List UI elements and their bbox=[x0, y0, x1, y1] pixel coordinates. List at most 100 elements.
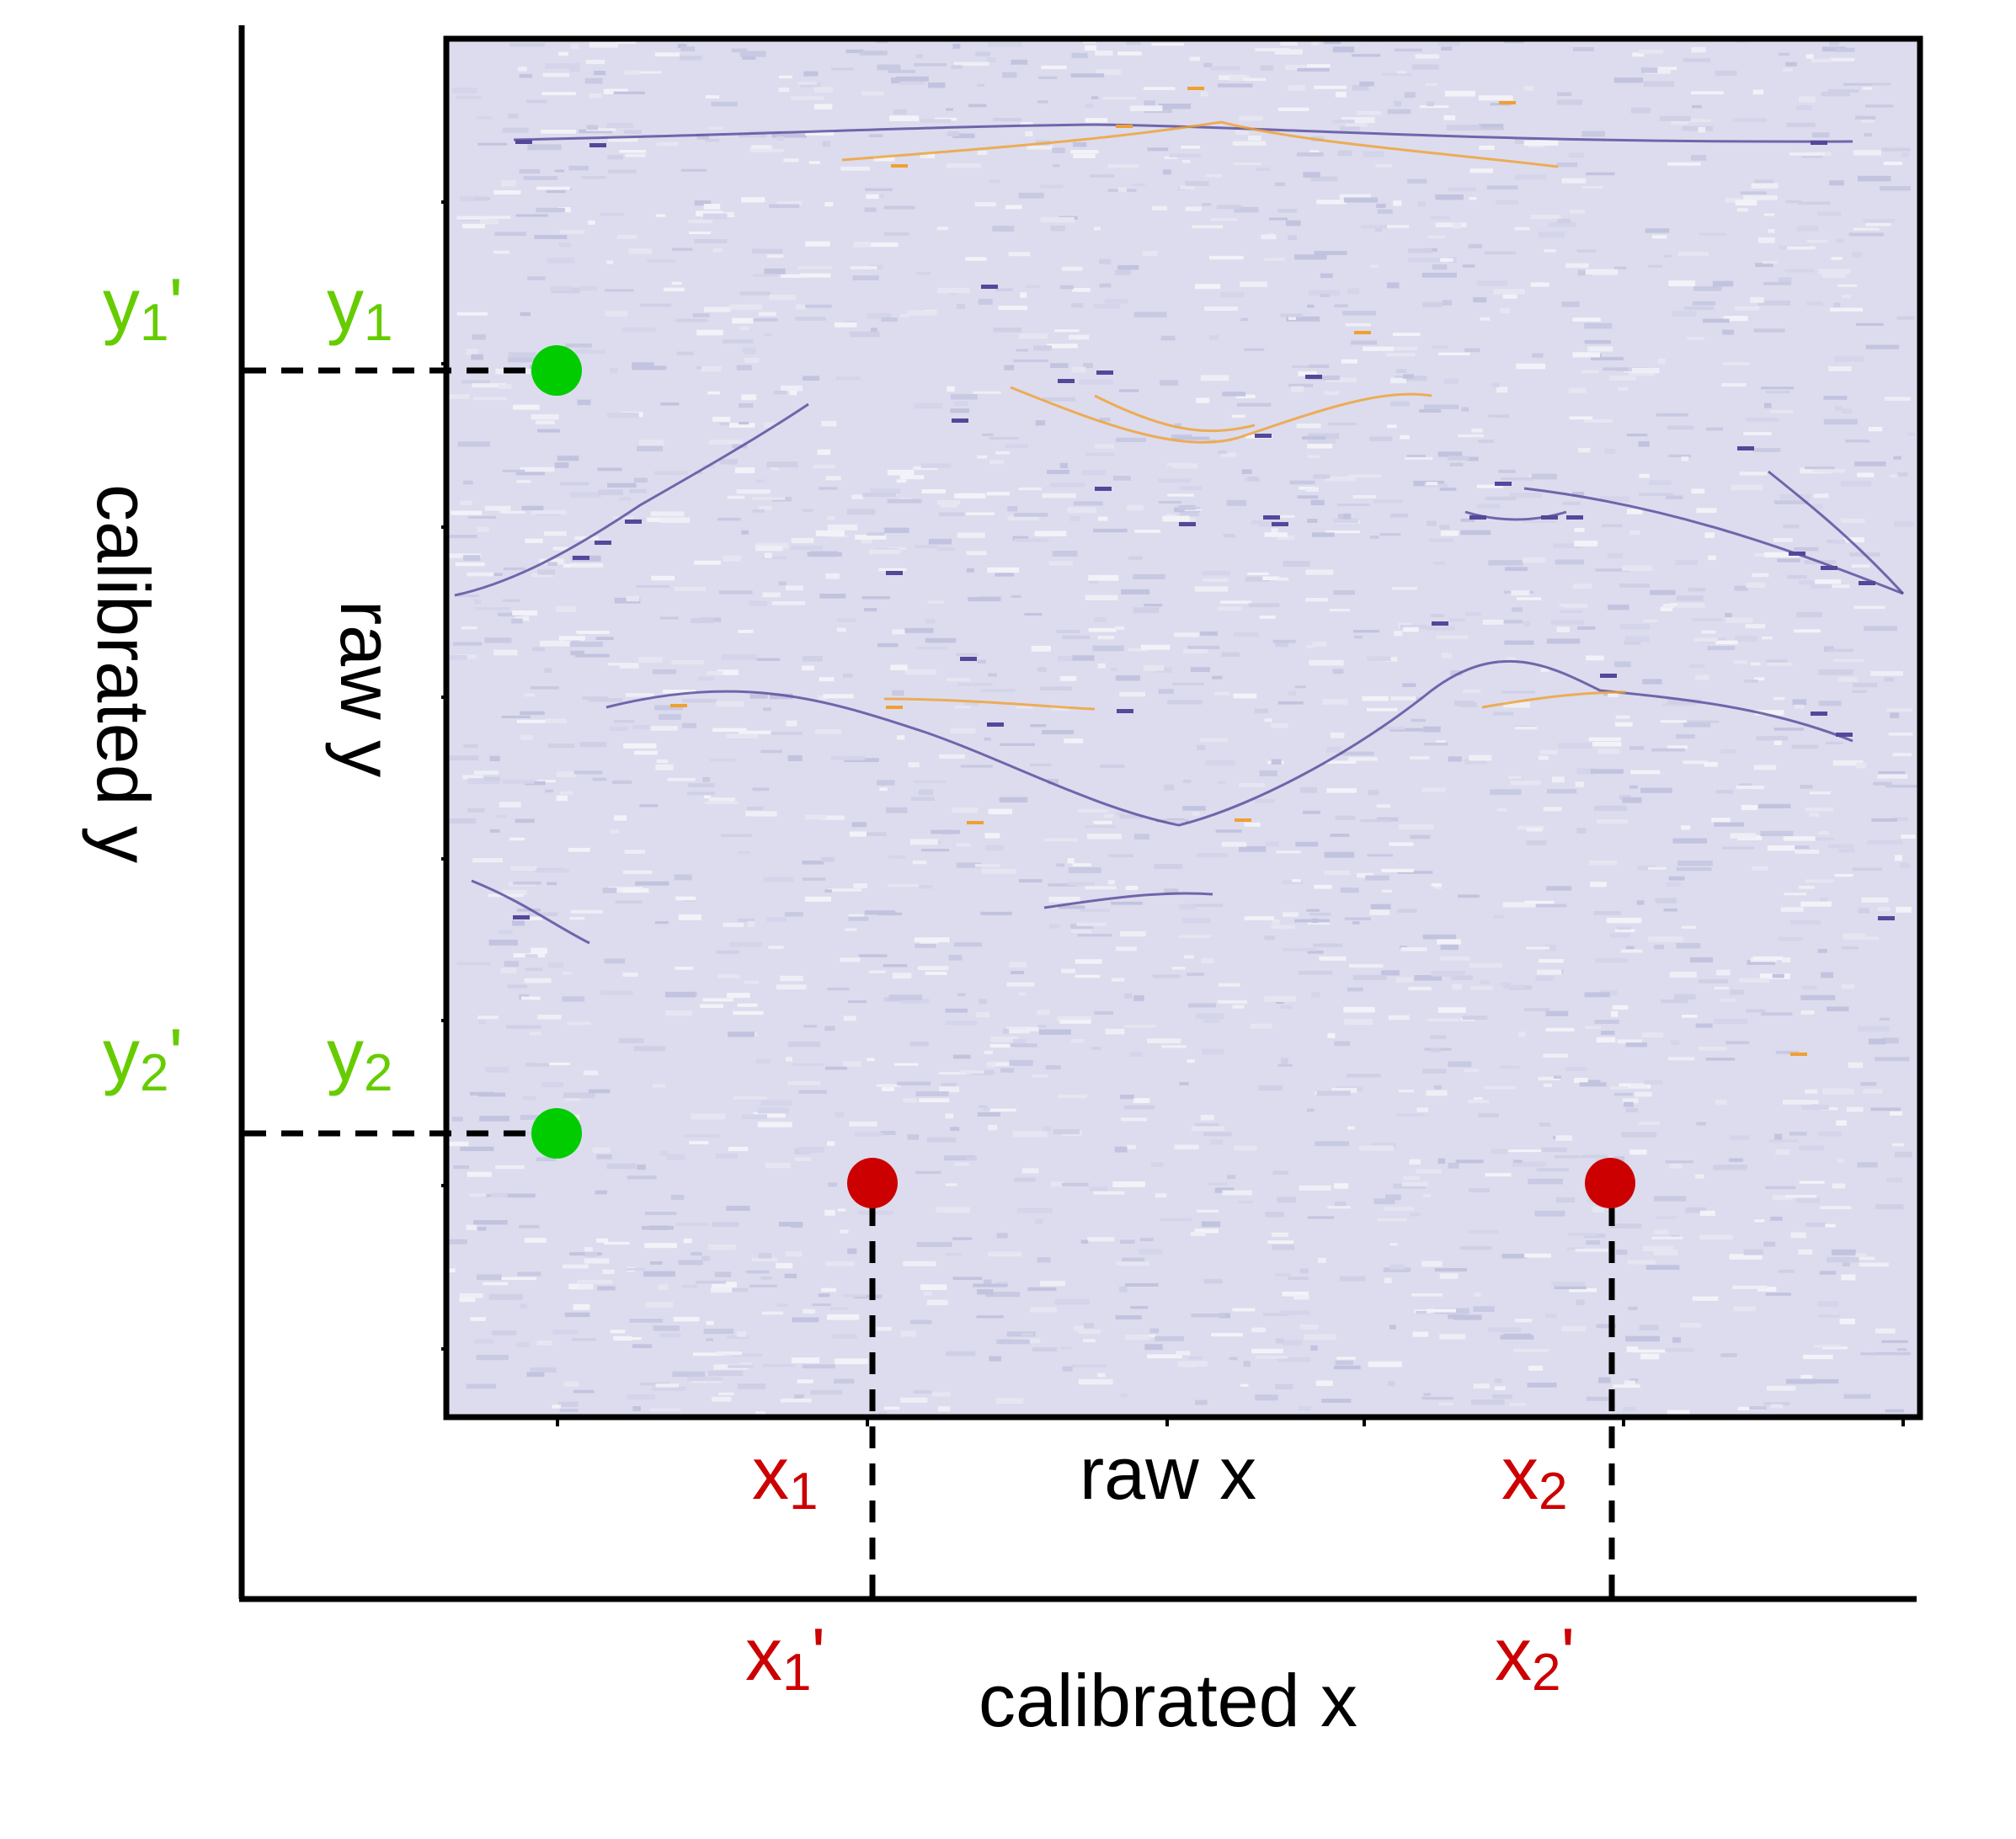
noise-speck bbox=[1526, 946, 1549, 950]
noise-speck bbox=[1446, 125, 1481, 131]
noise-speck bbox=[855, 535, 887, 540]
noise-speck bbox=[1262, 576, 1280, 580]
noise-speck bbox=[1516, 597, 1542, 600]
noise-speck bbox=[912, 861, 927, 865]
noise-speck bbox=[763, 707, 771, 712]
noise-speck bbox=[1886, 1177, 1903, 1182]
noise-speck bbox=[1030, 1307, 1057, 1313]
noise-speck bbox=[712, 248, 723, 253]
noise-speck bbox=[1124, 993, 1133, 999]
noise-speck bbox=[624, 850, 645, 854]
noise-speck bbox=[1856, 322, 1884, 326]
noise-speck bbox=[1059, 285, 1074, 290]
noise-speck bbox=[1530, 214, 1561, 220]
noise-speck bbox=[477, 1015, 499, 1020]
noise-speck bbox=[1399, 1090, 1414, 1093]
noise-speck bbox=[1437, 41, 1461, 46]
noise-speck bbox=[1648, 866, 1667, 870]
noise-speck bbox=[791, 96, 824, 100]
noise-speck bbox=[723, 922, 744, 927]
noise-speck bbox=[492, 1330, 517, 1335]
noise-speck bbox=[558, 51, 568, 56]
noise-speck bbox=[739, 730, 771, 734]
noise-speck bbox=[1833, 356, 1864, 362]
noise-speck bbox=[752, 497, 786, 500]
streak-curve bbox=[1043, 892, 1213, 909]
noise-speck bbox=[1791, 744, 1819, 749]
noise-speck bbox=[1311, 992, 1320, 998]
noise-speck bbox=[1439, 525, 1450, 530]
noise-speck bbox=[687, 792, 715, 796]
noise-speck bbox=[1388, 1015, 1410, 1021]
noise-speck bbox=[524, 693, 535, 697]
noise-speck bbox=[1272, 1245, 1295, 1250]
noise-speck bbox=[1509, 492, 1543, 498]
noise-speck bbox=[1707, 646, 1736, 651]
noise-speck bbox=[1133, 995, 1144, 1001]
noise-speck bbox=[738, 918, 755, 923]
noise-speck bbox=[1500, 1335, 1534, 1340]
noise-speck bbox=[516, 470, 546, 476]
noise-speck bbox=[664, 991, 696, 998]
noise-speck bbox=[1548, 222, 1576, 227]
noise-speck bbox=[1309, 913, 1331, 916]
noise-speck bbox=[847, 1248, 857, 1255]
noise-speck bbox=[1174, 632, 1199, 637]
noise-speck bbox=[1427, 520, 1437, 526]
noise-speck bbox=[1182, 806, 1206, 811]
noise-speck bbox=[1320, 273, 1333, 279]
noise-speck bbox=[1614, 1092, 1633, 1096]
noise-speck bbox=[1467, 456, 1479, 461]
noise-speck bbox=[900, 999, 930, 1004]
noise-speck bbox=[540, 640, 572, 647]
noise-speck bbox=[1337, 150, 1352, 157]
noise-speck bbox=[1149, 1328, 1159, 1334]
noise-speck bbox=[796, 1394, 804, 1398]
noise-speck bbox=[723, 339, 754, 344]
noise-speck bbox=[1744, 680, 1758, 683]
noise-speck bbox=[1162, 515, 1190, 522]
noise-speck bbox=[1638, 493, 1674, 496]
noise-speck bbox=[1085, 452, 1115, 456]
noise-speck bbox=[1367, 707, 1398, 712]
noise-speck bbox=[1881, 147, 1911, 152]
noise-speck bbox=[973, 391, 1001, 394]
noise-speck bbox=[739, 326, 749, 330]
noise-speck bbox=[1071, 302, 1083, 308]
noise-speck bbox=[776, 1262, 793, 1269]
noise-speck bbox=[658, 1284, 668, 1290]
noise-speck bbox=[968, 104, 987, 108]
noise-speck bbox=[948, 954, 963, 961]
noise-speck bbox=[1867, 840, 1903, 845]
noise-speck bbox=[1314, 884, 1332, 889]
noise-speck bbox=[1067, 507, 1096, 514]
noise-speck bbox=[1075, 959, 1102, 964]
noise-speck bbox=[1309, 659, 1344, 666]
noise-speck bbox=[1324, 870, 1351, 876]
noise-speck bbox=[1310, 499, 1325, 505]
noise-speck bbox=[899, 79, 925, 85]
noise-speck bbox=[1537, 969, 1562, 975]
noise-speck bbox=[1543, 1053, 1568, 1058]
noise-speck bbox=[1091, 96, 1099, 100]
noise-speck bbox=[1842, 408, 1853, 414]
noise-speck bbox=[1556, 92, 1572, 97]
noise-speck bbox=[1285, 65, 1307, 70]
noise-speck bbox=[819, 594, 846, 599]
noise-speck bbox=[723, 555, 741, 562]
noise-speck bbox=[843, 1015, 856, 1021]
noise-speck bbox=[1827, 88, 1859, 93]
noise-speck bbox=[580, 285, 597, 291]
noise-speck bbox=[1009, 962, 1027, 967]
noise-speck bbox=[1200, 91, 1208, 97]
noise-speck bbox=[1140, 644, 1171, 650]
noise-speck bbox=[1598, 1377, 1611, 1383]
noise-speck bbox=[1119, 691, 1145, 697]
noise-speck bbox=[1752, 89, 1764, 95]
noise-speck bbox=[1735, 635, 1757, 642]
noise-speck bbox=[573, 770, 603, 775]
noise-speck bbox=[1332, 120, 1355, 124]
noise-speck bbox=[854, 1132, 883, 1137]
noise-speck bbox=[1826, 741, 1843, 745]
noise-speck bbox=[951, 65, 963, 69]
